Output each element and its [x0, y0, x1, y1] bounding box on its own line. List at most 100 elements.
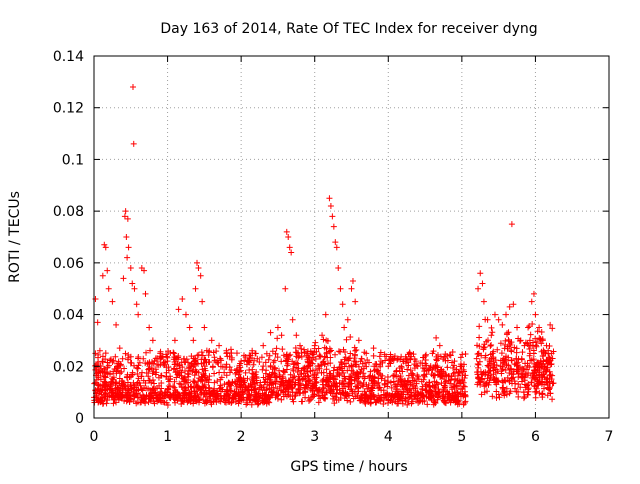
data-point	[434, 381, 441, 388]
data-point	[171, 396, 178, 403]
data-point	[186, 389, 193, 396]
data-point	[484, 316, 491, 323]
data-point	[211, 357, 218, 364]
x-axis-label: GPS time / hours	[290, 459, 407, 475]
data-point	[341, 395, 348, 402]
data-point	[295, 382, 302, 389]
data-point	[238, 382, 245, 389]
data-point	[94, 387, 101, 394]
data-point	[133, 301, 140, 308]
data-point	[531, 367, 538, 374]
y-tick-label: 0.14	[53, 49, 84, 65]
data-point	[290, 361, 297, 368]
data-point	[124, 215, 131, 222]
data-point	[515, 393, 522, 400]
data-point	[146, 324, 153, 331]
data-point	[195, 369, 202, 376]
data-point	[309, 351, 316, 358]
data-point	[475, 350, 482, 357]
data-point	[437, 366, 444, 373]
data-point	[147, 347, 154, 354]
data-point	[497, 340, 504, 347]
x-tick-label: 1	[163, 429, 172, 445]
data-point	[412, 385, 419, 392]
data-point	[538, 378, 545, 385]
data-point	[194, 352, 201, 359]
data-point	[506, 365, 513, 372]
data-point	[226, 380, 233, 387]
data-point	[99, 272, 106, 279]
data-point	[352, 347, 359, 354]
data-point	[172, 399, 179, 406]
data-point	[499, 364, 506, 371]
data-point	[541, 368, 548, 375]
data-point	[545, 384, 552, 391]
data-point	[526, 345, 533, 352]
data-point	[145, 393, 152, 400]
data-point	[324, 337, 331, 344]
data-point	[163, 399, 170, 406]
data-point	[491, 361, 498, 368]
data-point	[137, 382, 144, 389]
data-point	[506, 369, 513, 376]
data-point	[102, 244, 109, 251]
data-point	[182, 311, 189, 318]
data-point	[139, 387, 146, 394]
data-point	[134, 365, 141, 372]
data-point	[211, 370, 218, 377]
data-point	[462, 391, 469, 398]
data-point	[272, 365, 279, 372]
data-point	[413, 380, 420, 387]
data-point	[218, 384, 225, 391]
data-point	[484, 337, 491, 344]
data-point	[513, 366, 520, 373]
data-point	[177, 381, 184, 388]
data-point	[537, 360, 544, 367]
data-point	[348, 362, 355, 369]
data-point	[104, 370, 111, 377]
data-point	[124, 254, 131, 261]
data-point	[341, 324, 348, 331]
data-point	[390, 357, 397, 364]
data-point	[528, 298, 535, 305]
data-point	[352, 298, 359, 305]
data-point	[488, 355, 495, 362]
data-point	[248, 355, 255, 362]
data-point	[359, 391, 366, 398]
data-point	[202, 391, 209, 398]
data-point	[347, 333, 354, 340]
data-point	[176, 380, 183, 387]
data-point	[267, 374, 274, 381]
data-point	[458, 376, 465, 383]
data-point	[228, 356, 235, 363]
data-point	[240, 390, 247, 397]
data-point	[546, 354, 553, 361]
data-point	[327, 202, 334, 209]
data-point	[522, 360, 529, 367]
data-point	[506, 303, 513, 310]
data-point	[529, 375, 536, 382]
data-point	[327, 370, 334, 377]
data-point	[521, 377, 528, 384]
y-tick-label: 0.12	[53, 101, 84, 117]
data-point	[104, 267, 111, 274]
data-point	[262, 370, 269, 377]
data-point	[532, 363, 539, 370]
data-point	[500, 379, 507, 386]
data-point	[256, 384, 263, 391]
data-point	[332, 239, 339, 246]
data-point	[517, 384, 524, 391]
data-point	[495, 391, 502, 398]
data-point	[145, 399, 152, 406]
data-point	[446, 351, 453, 358]
data-point	[481, 341, 488, 348]
data-point	[519, 349, 526, 356]
data-point	[210, 398, 217, 405]
data-point	[525, 324, 532, 331]
data-point	[301, 349, 308, 356]
data-point	[365, 382, 372, 389]
data-point	[309, 382, 316, 389]
data-point	[96, 347, 103, 354]
data-point	[108, 356, 115, 363]
data-point	[382, 392, 389, 399]
